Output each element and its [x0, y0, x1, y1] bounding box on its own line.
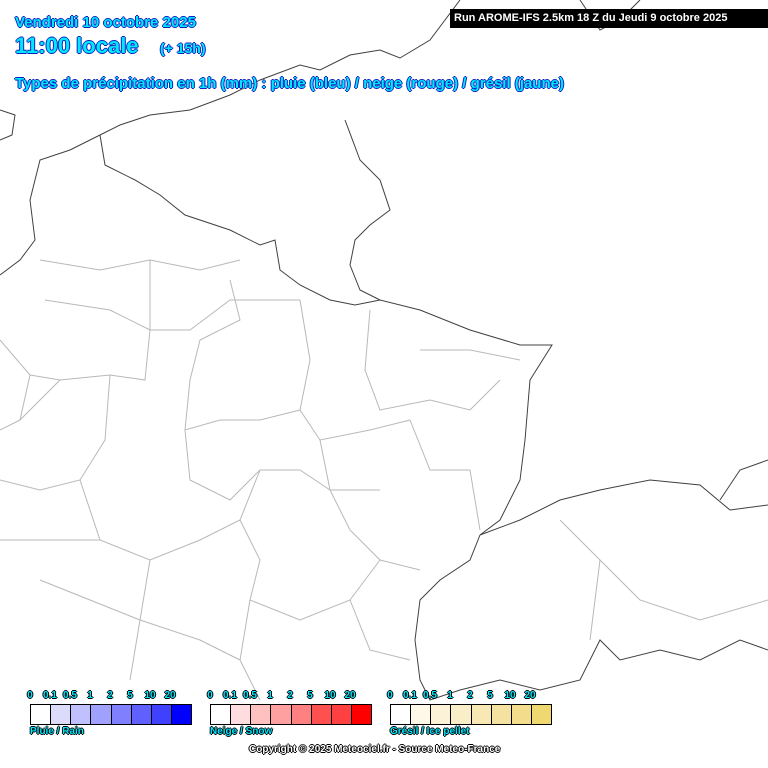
legend-color-swatch: [251, 705, 272, 724]
legend-color-swatch: [131, 705, 152, 724]
legend-color-swatch: [111, 705, 132, 724]
legend-tick: 0.1: [403, 690, 417, 701]
legend-tick: 2: [467, 690, 473, 701]
legend-ticks: 0 0.1 0.5 1 2 5 10 20: [387, 690, 560, 704]
legend-color-swatch: [431, 705, 452, 724]
legend-color-swatch: [491, 705, 512, 724]
legend-tick: 5: [127, 690, 133, 701]
legend-ticks: 0 0.1 0.5 1 2 5 10 20: [207, 690, 380, 704]
forecast-date: Vendredi 10 octobre 2025: [15, 14, 196, 31]
legend-color-swatch: [211, 705, 232, 724]
legend-color-swatch: [411, 705, 432, 724]
legend-color-swatch: [351, 705, 371, 724]
legend-color-swatch: [151, 705, 172, 724]
legend-tick: 0: [27, 690, 33, 701]
legend-color-swatch: [231, 705, 252, 724]
legend-tick: 0.1: [223, 690, 237, 701]
legend-snow: 0 0.1 0.5 1 2 5 10 20 Neige / Snow: [207, 690, 380, 737]
legend-colorbar: [210, 704, 372, 725]
department-borders: [0, 259, 768, 701]
legend-label: Pluie / Rain: [30, 726, 84, 737]
legend-label: Grésil / Ice pellet: [390, 726, 470, 737]
legend-tick: 0: [387, 690, 393, 701]
legend-tick: 0.5: [423, 690, 437, 701]
legend-tick: 5: [307, 690, 313, 701]
legend-tick: 1: [87, 690, 93, 701]
legend-colorbar: [390, 704, 552, 725]
legend-color-swatch: [31, 705, 52, 724]
legend-color-swatch: [531, 705, 551, 724]
legend-tick: 1: [447, 690, 453, 701]
legend-tick: 2: [287, 690, 293, 701]
lead-time: (+ 15h): [160, 40, 206, 56]
legend-color-swatch: [91, 705, 112, 724]
legend-ice-pellet: 0 0.1 0.5 1 2 5 10 20 Grésil / Ice pellet: [387, 690, 560, 737]
legend-color-swatch: [171, 705, 191, 724]
coastline-and-borders: [0, 0, 768, 701]
legend-color-swatch: [391, 705, 412, 724]
legend-tick: 20: [164, 690, 176, 701]
legend-color-swatch: [311, 705, 332, 724]
legend-tick: 20: [344, 690, 356, 701]
map-subtitle: Types de précipitation en 1h (mm) : plui…: [15, 75, 564, 92]
legend-colorbar: [30, 704, 192, 725]
legend-rain: 0 0.1 0.5 1 2 5 10 20 Pluie / Rain: [27, 690, 200, 737]
forecast-time: 11:00 locale: [15, 33, 139, 58]
legend-color-swatch: [471, 705, 492, 724]
legend-tick: 10: [144, 690, 156, 701]
legend-tick: 10: [324, 690, 336, 701]
legend-tick: 0.5: [243, 690, 257, 701]
legend-color-swatch: [271, 705, 292, 724]
legend-tick: 0.1: [43, 690, 57, 701]
legend-color-swatch: [51, 705, 72, 724]
legend-color-swatch: [71, 705, 92, 724]
legend-tick: 0.5: [63, 690, 77, 701]
legend-label: Neige / Snow: [210, 726, 273, 737]
run-info: Run AROME-IFS 2.5km 18 Z du Jeudi 9 octo…: [450, 9, 768, 28]
copyright: Copyright © 2025 Meteociel.fr - Source M…: [249, 744, 501, 755]
legend-color-swatch: [451, 705, 472, 724]
legend-tick: 1: [267, 690, 273, 701]
legend-ticks: 0 0.1 0.5 1 2 5 10 20: [27, 690, 200, 704]
legend-color-swatch: [331, 705, 352, 724]
legend-color-swatch: [291, 705, 312, 724]
legend-tick: 20: [524, 690, 536, 701]
legend-tick: 2: [107, 690, 113, 701]
legend-color-swatch: [511, 705, 532, 724]
legend-tick: 5: [487, 690, 493, 701]
legend-tick: 10: [504, 690, 516, 701]
legend-tick: 0: [207, 690, 213, 701]
